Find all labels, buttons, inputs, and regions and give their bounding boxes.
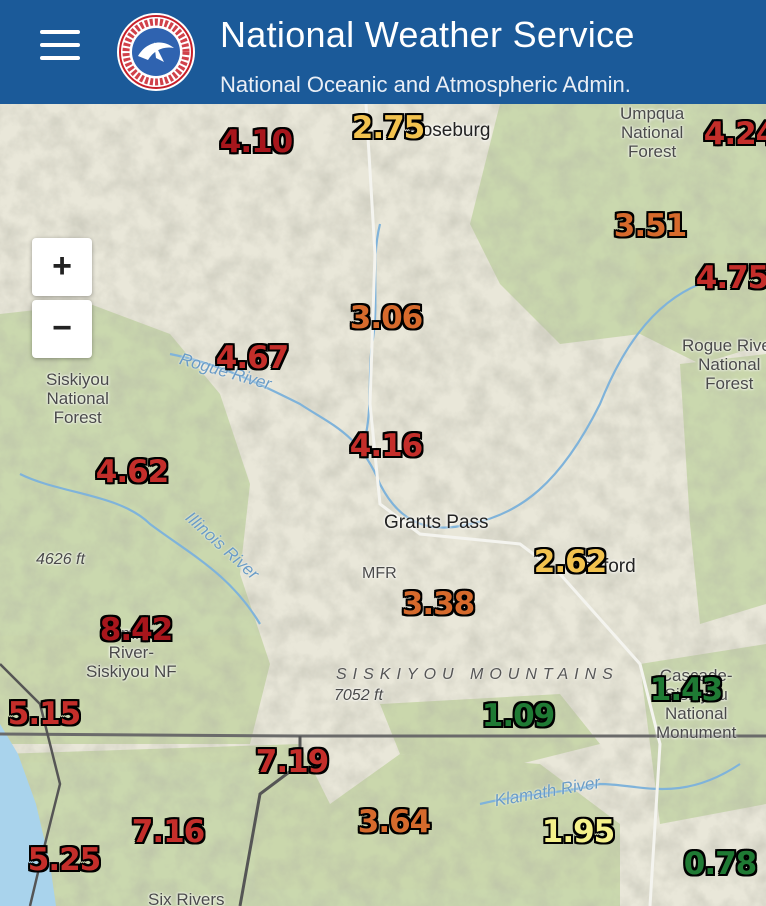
precip-value: 5.15 [7,696,81,732]
precip-value: 1.43 [649,672,723,708]
place-label-grants-pass: Grants Pass [384,512,489,533]
precip-value: 0.78 [683,846,757,882]
app-header: National Weather Service National Oceani… [0,0,766,104]
place-label-smith-river-nf: Smith River- Siskiyou NF [86,624,177,681]
zoom-in-button[interactable]: + [32,238,92,296]
precip-value: 1.95 [541,814,615,850]
precip-value: 3.51 [613,208,687,244]
elevation-label-4626: 4626 ft [36,551,85,568]
place-label-rogue-river-nf: Rogue River National Forest [682,336,766,393]
precip-value: 7.16 [131,814,205,850]
precip-value: 3.64 [357,804,431,840]
place-label-six-rivers: Six Rivers [148,890,225,906]
page-title: National Weather Service [220,14,635,55]
precip-value: 4.16 [349,428,423,464]
precip-value: 4.75 [695,260,766,296]
place-label-cascade-siskiyou: Cascade- Siskiyou National Monument [656,666,737,742]
page-subtitle: National Oceanic and Atmospheric Admin. [220,72,631,97]
place-label-mfr: MFR [362,565,397,582]
elevation-label-7052: 7052 ft [334,687,383,704]
place-label-roseburg: Roseburg [408,120,491,141]
place-label-siskiyou-nf: Siskiyou National Forest [46,370,110,427]
precip-value: 3.38 [401,586,475,622]
precip-value: 3.06 [349,300,423,336]
mountains-label-siskiyou: SISKIYOU MOUNTAINS [336,666,619,683]
precip-value: 5.25 [27,842,101,878]
precip-value: 4.10 [219,124,293,160]
precip-value: 8.42 [99,612,173,648]
precip-value: 2.62 [533,544,607,580]
precip-value: 4.24 [703,116,766,152]
precip-value: 1.09 [481,698,555,734]
place-label-umpqua-nf: Umpqua National Forest [620,104,685,161]
precip-value: 7.19 [255,744,329,780]
terrain-basemap [0,104,766,906]
zoom-out-button[interactable]: − [32,300,92,358]
precipitation-map[interactable]: + − Roseburg Umpqua National Forest Rogu… [0,104,766,906]
precip-value: 2.75 [351,110,425,146]
precip-value: 4.62 [95,454,169,490]
place-label-medford: Medford [566,556,636,577]
precip-value: 4.67 [215,340,289,376]
hamburger-menu-icon[interactable] [40,30,80,66]
nws-logo [117,13,195,91]
